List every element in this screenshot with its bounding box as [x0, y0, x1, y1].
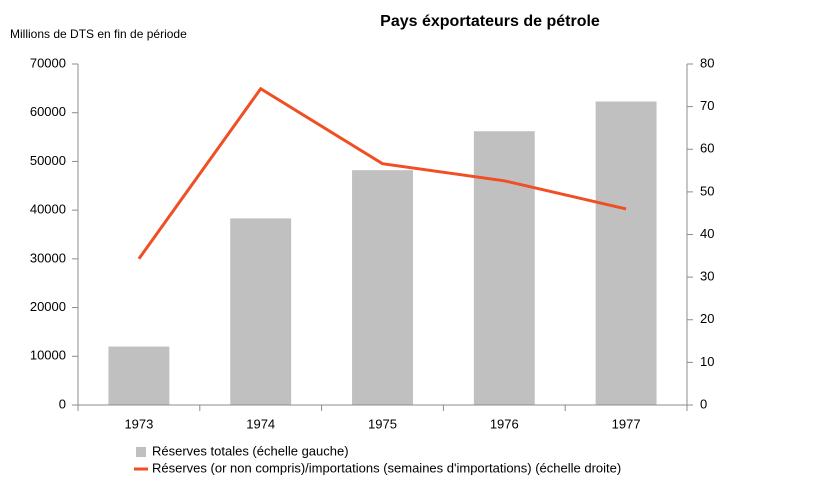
y-tick-label: 40000	[30, 202, 66, 217]
y-tick-label: 20000	[30, 299, 66, 314]
y-axis-label: Millions de DTS en fin de période	[10, 27, 187, 41]
y-tick-label: 60000	[30, 104, 66, 119]
y2-tick-label: 40	[700, 226, 714, 241]
legend-label: Réserves (or non compris)/importations (…	[152, 460, 621, 475]
y2-tick-label: 0	[700, 396, 707, 411]
y2-tick-label: 80	[700, 55, 714, 70]
y-tick-label: 70000	[30, 55, 66, 70]
y2-tick-label: 20	[700, 311, 714, 326]
y-tick-label: 30000	[30, 250, 66, 265]
bar	[473, 131, 535, 405]
legend-label: Réserves totales (échelle gauche)	[152, 443, 349, 458]
y2-tick-label: 60	[700, 141, 714, 156]
chart-title: Pays éxportateurs de pétrole	[380, 13, 600, 30]
legend-swatch	[136, 447, 146, 457]
y-tick-label: 50000	[30, 153, 66, 168]
x-tick-label: 1974	[246, 416, 275, 431]
y2-tick-label: 50	[700, 183, 714, 198]
bar	[108, 346, 170, 405]
x-tick-label: 1975	[368, 416, 397, 431]
y2-tick-label: 70	[700, 98, 714, 113]
y-tick-label: 0	[59, 396, 66, 411]
bar	[230, 218, 292, 405]
y2-tick-label: 30	[700, 269, 714, 284]
bar	[595, 101, 657, 405]
y2-tick-label: 10	[700, 354, 714, 369]
y-tick-label: 10000	[30, 348, 66, 363]
line	[137, 86, 627, 260]
x-tick-label: 1973	[124, 416, 153, 431]
bar	[352, 170, 413, 405]
x-tick-label: 1977	[612, 416, 641, 431]
x-tick-label: 1976	[490, 416, 519, 431]
